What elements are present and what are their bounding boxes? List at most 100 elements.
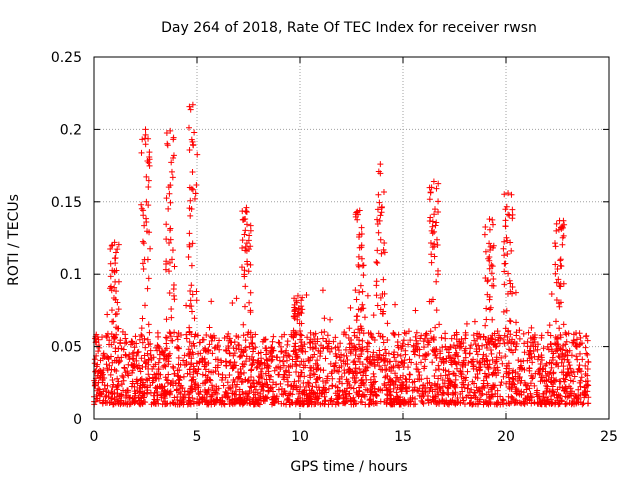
data-point xyxy=(195,390,202,397)
data-point xyxy=(331,362,338,369)
data-point xyxy=(139,333,146,340)
data-point xyxy=(437,372,444,379)
data-point xyxy=(378,250,385,257)
data-point xyxy=(581,391,588,398)
y-tick-label: 0.15 xyxy=(51,195,82,211)
data-point xyxy=(187,287,194,294)
y-tick-label: 0.25 xyxy=(51,50,82,66)
data-point xyxy=(186,103,193,110)
data-point xyxy=(100,355,107,362)
data-point xyxy=(328,345,335,352)
data-point xyxy=(458,371,465,378)
data-point xyxy=(374,260,381,267)
data-point xyxy=(405,328,412,335)
data-point xyxy=(162,266,169,273)
data-point xyxy=(373,292,380,299)
data-point xyxy=(394,351,401,358)
data-point xyxy=(553,227,560,234)
data-point xyxy=(408,359,415,366)
data-point xyxy=(399,342,406,349)
data-point xyxy=(257,349,264,356)
data-point xyxy=(319,378,326,385)
data-point xyxy=(358,242,365,249)
data-point xyxy=(113,310,120,317)
x-tick-label: 25 xyxy=(600,429,618,445)
data-point xyxy=(181,399,188,406)
data-point xyxy=(291,307,298,314)
data-point xyxy=(329,383,336,390)
data-point xyxy=(572,393,579,400)
data-point xyxy=(432,222,439,229)
data-point xyxy=(338,373,345,380)
data-point xyxy=(504,251,511,258)
data-point xyxy=(471,337,478,344)
data-point xyxy=(202,359,209,366)
data-point xyxy=(294,355,301,362)
data-point xyxy=(143,198,150,205)
data-point xyxy=(342,346,349,353)
data-point xyxy=(431,253,438,260)
data-point xyxy=(183,331,190,338)
data-point xyxy=(483,305,490,312)
data-point xyxy=(287,390,294,397)
data-point xyxy=(281,387,288,394)
data-point xyxy=(161,393,168,400)
data-point xyxy=(103,361,110,368)
data-point xyxy=(165,361,172,368)
data-point xyxy=(329,375,336,382)
data-point xyxy=(376,217,383,224)
data-point xyxy=(529,334,536,341)
data-point xyxy=(283,357,290,364)
data-point xyxy=(471,380,478,387)
data-point xyxy=(406,371,413,378)
data-point xyxy=(460,359,467,366)
data-point xyxy=(486,340,493,347)
data-point xyxy=(241,303,248,310)
data-point xyxy=(273,364,280,371)
data-point xyxy=(165,268,172,275)
data-point xyxy=(242,227,249,234)
data-point xyxy=(360,372,367,379)
data-point xyxy=(482,248,489,255)
data-point xyxy=(163,376,170,383)
data-point xyxy=(407,337,414,344)
data-point xyxy=(576,350,583,357)
data-point xyxy=(380,308,387,315)
data-point xyxy=(261,336,268,343)
data-point xyxy=(461,347,468,354)
data-point xyxy=(228,399,235,406)
data-point xyxy=(517,400,524,407)
data-point xyxy=(109,267,116,274)
data-point xyxy=(363,346,370,353)
data-point xyxy=(290,334,297,341)
data-point xyxy=(194,151,201,158)
data-point xyxy=(275,371,282,378)
data-point xyxy=(527,380,534,387)
data-point xyxy=(257,360,264,367)
data-point xyxy=(142,126,149,133)
data-point xyxy=(298,369,305,376)
data-point xyxy=(345,378,352,385)
data-point xyxy=(307,364,314,371)
data-point xyxy=(243,221,250,228)
data-point xyxy=(306,339,313,346)
data-point xyxy=(336,354,343,361)
data-point xyxy=(131,392,138,399)
data-point xyxy=(521,340,528,347)
data-point xyxy=(575,399,582,406)
data-point xyxy=(193,360,200,367)
data-point xyxy=(123,339,130,346)
data-point xyxy=(450,342,457,349)
data-point xyxy=(208,298,215,305)
data-point xyxy=(167,381,174,388)
data-point xyxy=(577,383,584,390)
data-point xyxy=(110,401,117,408)
data-point xyxy=(220,382,227,389)
data-point xyxy=(190,373,197,380)
data-point xyxy=(226,372,233,379)
data-point xyxy=(352,213,359,220)
data-point xyxy=(505,393,512,400)
data-point xyxy=(328,370,335,377)
data-point xyxy=(262,345,269,352)
data-point xyxy=(293,363,300,370)
